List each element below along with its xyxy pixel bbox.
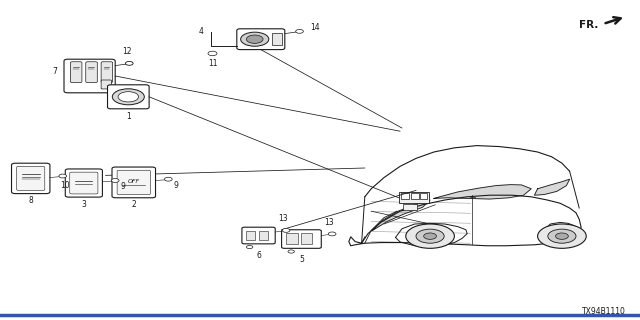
Bar <box>286 233 298 244</box>
FancyBboxPatch shape <box>282 230 321 248</box>
Text: 8: 8 <box>28 196 33 205</box>
Bar <box>401 193 409 199</box>
Polygon shape <box>434 185 531 199</box>
Text: 6: 6 <box>256 251 261 260</box>
Text: 5: 5 <box>299 255 304 264</box>
FancyBboxPatch shape <box>17 166 45 190</box>
Bar <box>259 231 268 240</box>
FancyBboxPatch shape <box>101 80 111 89</box>
Text: 9: 9 <box>120 182 125 191</box>
Circle shape <box>241 32 269 46</box>
Circle shape <box>548 229 576 243</box>
Circle shape <box>111 179 119 182</box>
Circle shape <box>208 51 217 56</box>
FancyBboxPatch shape <box>70 172 98 194</box>
Circle shape <box>424 233 436 239</box>
Circle shape <box>59 174 67 178</box>
Text: OFF: OFF <box>128 179 140 184</box>
Text: 7: 7 <box>52 68 58 76</box>
Text: 3: 3 <box>81 200 86 209</box>
Polygon shape <box>534 179 570 195</box>
Text: 1: 1 <box>126 112 131 121</box>
FancyBboxPatch shape <box>70 62 82 83</box>
Circle shape <box>118 92 139 102</box>
Circle shape <box>113 89 145 105</box>
Text: 14: 14 <box>310 23 320 32</box>
Text: 2: 2 <box>131 200 136 209</box>
FancyBboxPatch shape <box>237 29 285 50</box>
Bar <box>301 233 312 244</box>
Text: 12: 12 <box>122 47 131 56</box>
Circle shape <box>538 224 586 248</box>
Text: 13: 13 <box>324 218 334 227</box>
FancyBboxPatch shape <box>65 169 102 197</box>
FancyBboxPatch shape <box>112 167 156 198</box>
Circle shape <box>125 61 133 65</box>
Circle shape <box>406 224 454 248</box>
Circle shape <box>246 35 263 43</box>
FancyBboxPatch shape <box>101 62 113 83</box>
Text: 10: 10 <box>60 181 70 190</box>
FancyBboxPatch shape <box>12 163 50 194</box>
FancyBboxPatch shape <box>86 62 97 83</box>
Text: 4: 4 <box>198 28 204 36</box>
Circle shape <box>282 228 290 232</box>
FancyBboxPatch shape <box>64 59 115 93</box>
Circle shape <box>416 229 444 243</box>
Bar <box>399 192 429 203</box>
Polygon shape <box>372 200 430 230</box>
Text: 9: 9 <box>173 181 179 190</box>
Circle shape <box>288 250 294 253</box>
Circle shape <box>556 233 568 239</box>
Text: 11: 11 <box>208 59 217 68</box>
Text: TX94B1110: TX94B1110 <box>582 307 626 316</box>
Circle shape <box>328 232 336 236</box>
FancyBboxPatch shape <box>117 170 150 195</box>
Text: 13: 13 <box>278 214 288 223</box>
Bar <box>272 33 282 45</box>
Bar <box>246 231 255 240</box>
Circle shape <box>296 29 303 33</box>
Text: FR.: FR. <box>579 20 598 30</box>
FancyBboxPatch shape <box>108 85 149 109</box>
Bar <box>420 193 427 199</box>
Circle shape <box>246 245 253 249</box>
Bar <box>403 204 417 210</box>
Circle shape <box>164 177 172 181</box>
FancyBboxPatch shape <box>242 227 275 244</box>
Bar <box>411 193 419 199</box>
